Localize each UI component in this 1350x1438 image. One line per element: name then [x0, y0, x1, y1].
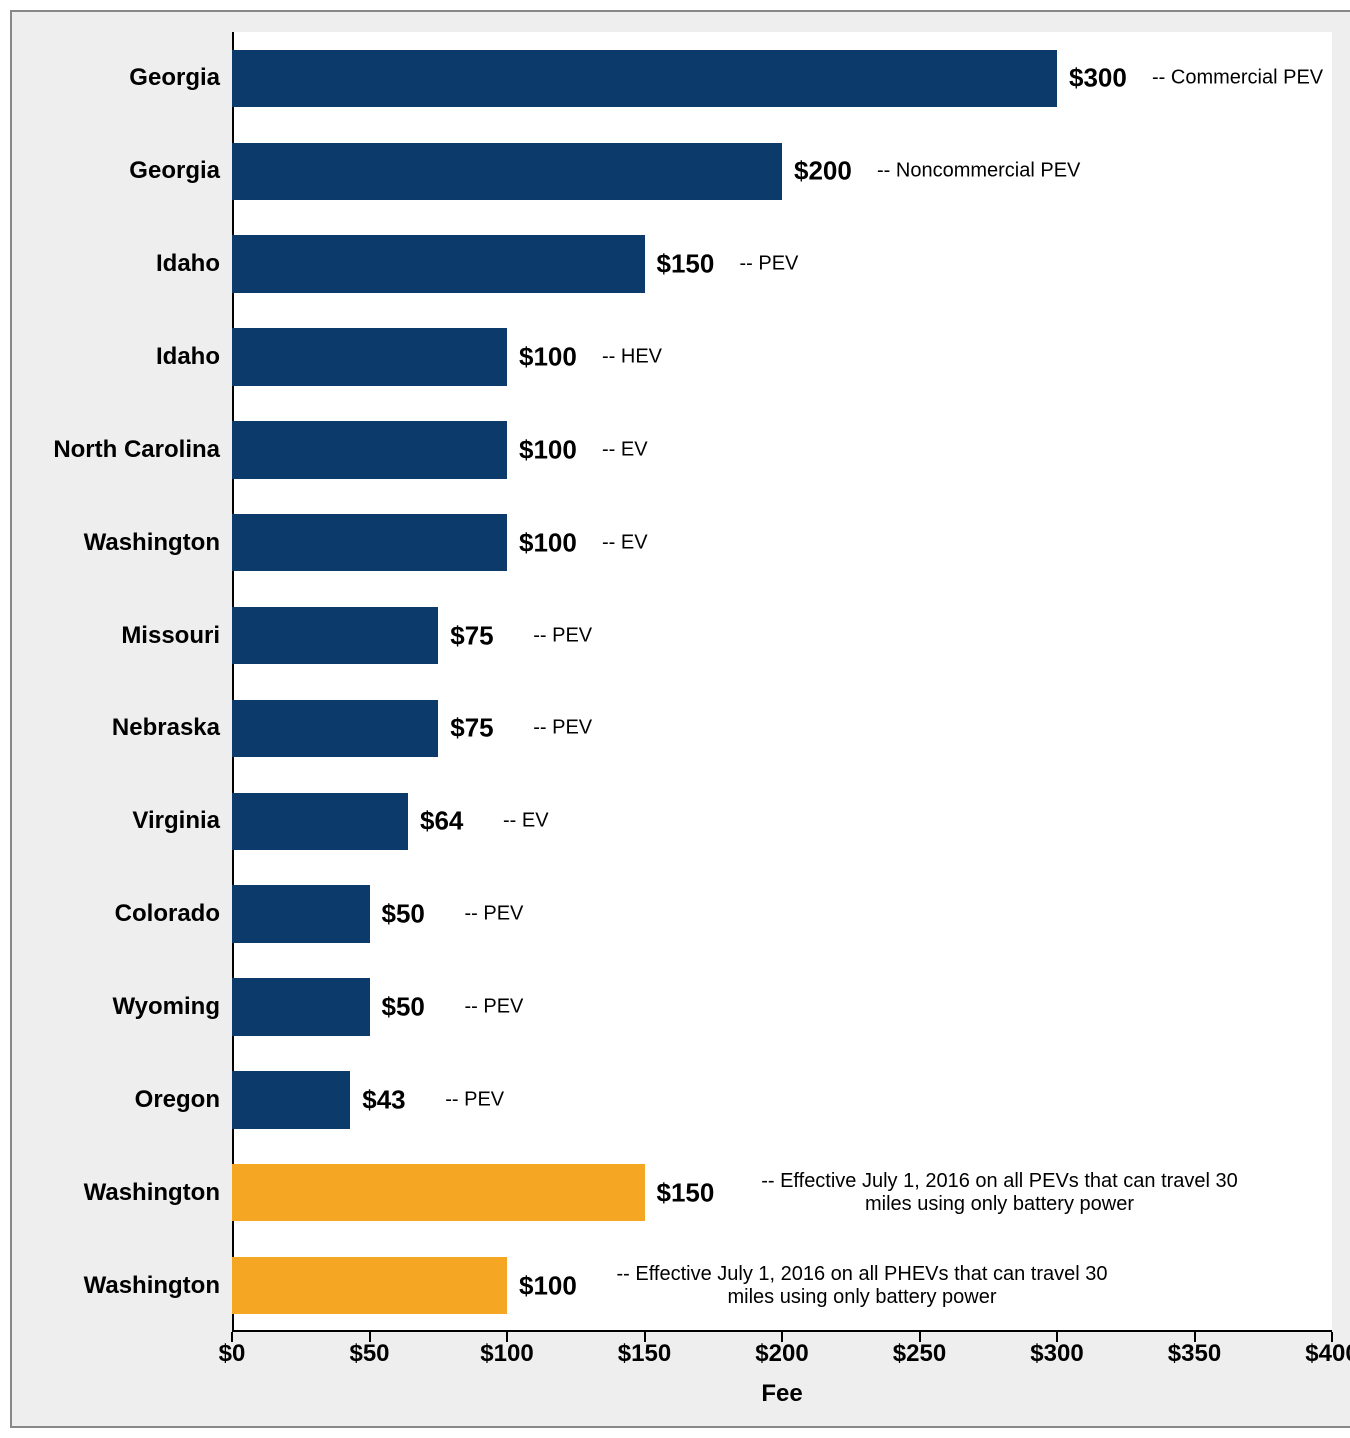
bar-note-label: -- PEV [533, 717, 592, 740]
bar-row: Idaho$150-- PEV [232, 235, 1332, 293]
bar-value-label: $200 [782, 156, 852, 187]
y-category-label: Idaho [156, 250, 232, 278]
bar-row: Georgia$300-- Commercial PEV [232, 50, 1332, 108]
bar-note-label: -- PEV [740, 253, 799, 276]
bar-value-label: $100 [507, 434, 577, 465]
bar-row: Nebraska$75-- PEV [232, 700, 1332, 758]
y-axis-line [232, 32, 234, 1332]
bar: $150 [232, 235, 645, 293]
bar-value-label: $100 [507, 341, 577, 372]
bar: $100 [232, 514, 507, 572]
bar-value-label: $50 [370, 899, 425, 930]
bar-value-label: $75 [438, 620, 493, 651]
bar-note-label: -- EV [602, 438, 648, 461]
y-category-label: Wyoming [112, 993, 232, 1021]
bar-value-label: $50 [370, 991, 425, 1022]
x-tick-label: $250 [893, 1332, 946, 1368]
bar-row: North Carolina$100-- EV [232, 421, 1332, 479]
y-category-label: Georgia [129, 64, 232, 92]
bar-row: Washington$100-- EV [232, 514, 1332, 572]
bar-note-label: -- PEV [465, 903, 524, 926]
bar-row: Virginia$64-- EV [232, 793, 1332, 851]
y-category-label: Missouri [121, 622, 232, 650]
bar-note-label: -- Noncommercial PEV [877, 160, 1080, 183]
x-tick-label: $50 [349, 1332, 389, 1368]
x-tick-label: $0 [219, 1332, 246, 1368]
bar-value-label: $43 [350, 1084, 405, 1115]
bar-value-label: $100 [507, 1270, 577, 1301]
x-tick-label: $150 [618, 1332, 671, 1368]
bar-row: Colorado$50-- PEV [232, 885, 1332, 943]
bar-row: Washington$100-- Effective July 1, 2016 … [232, 1257, 1332, 1315]
x-axis-title: Fee [761, 1380, 802, 1408]
bar-value-label: $150 [645, 1177, 715, 1208]
bar-row: Oregon$43-- PEV [232, 1071, 1332, 1129]
bar-value-label: $300 [1057, 63, 1127, 94]
bar-row: Washington$150-- Effective July 1, 2016 … [232, 1164, 1332, 1222]
bar-note-label: -- PEV [533, 624, 592, 647]
bar-note-label: -- Commercial PEV [1152, 67, 1323, 90]
bar-value-label: $100 [507, 527, 577, 558]
bar: $150 [232, 1164, 645, 1222]
bar-note-label: -- HEV [602, 345, 662, 368]
bar: $100 [232, 421, 507, 479]
bar-note-label: -- PEV [445, 1088, 504, 1111]
bar: $43 [232, 1071, 350, 1129]
bar-note-label: -- Effective July 1, 2016 on all PHEVs t… [602, 1263, 1122, 1309]
bar-note-label: -- EV [503, 810, 549, 833]
x-tick-label: $400 [1305, 1332, 1350, 1368]
chart-frame: Fee $0 $50 $100 $150 $200 $250 $300 $350 $400 Geo… [10, 10, 1350, 1428]
y-category-label: North Carolina [53, 436, 232, 464]
y-category-label: Colorado [115, 900, 232, 928]
y-category-label: Georgia [129, 157, 232, 185]
bar-note-label: -- Effective July 1, 2016 on all PEVs th… [740, 1170, 1260, 1216]
bar-row: Wyoming$50-- PEV [232, 978, 1332, 1036]
bar-row: Idaho$100-- HEV [232, 328, 1332, 386]
x-tick-label: $350 [1168, 1332, 1221, 1368]
bar: $75 [232, 607, 438, 665]
bar-row: Georgia$200-- Noncommercial PEV [232, 143, 1332, 201]
x-tick-label: $100 [480, 1332, 533, 1368]
bar: $50 [232, 885, 370, 943]
y-category-label: Oregon [135, 1086, 232, 1114]
y-category-label: Virginia [132, 807, 232, 835]
bar: $50 [232, 978, 370, 1036]
y-category-label: Washington [84, 1272, 232, 1300]
bar-note-label: -- PEV [465, 995, 524, 1018]
bar: $100 [232, 328, 507, 386]
plot-area: Fee $0$50$100$150$200$250$300$350$400Geo… [232, 32, 1332, 1332]
bar-value-label: $150 [645, 249, 715, 280]
bar-row: Missouri$75-- PEV [232, 607, 1332, 665]
bar: $300 [232, 50, 1057, 108]
bar-value-label: $75 [438, 713, 493, 744]
bar: $200 [232, 143, 782, 201]
y-category-label: Washington [84, 529, 232, 557]
y-category-label: Nebraska [112, 714, 232, 742]
bar-value-label: $64 [408, 806, 463, 837]
y-category-label: Washington [84, 1179, 232, 1207]
y-category-label: Idaho [156, 343, 232, 371]
x-tick-label: $200 [755, 1332, 808, 1368]
x-tick-label: $300 [1030, 1332, 1083, 1368]
bar-note-label: -- EV [602, 531, 648, 554]
bar: $64 [232, 793, 408, 851]
bar: $100 [232, 1257, 507, 1315]
bar: $75 [232, 700, 438, 758]
